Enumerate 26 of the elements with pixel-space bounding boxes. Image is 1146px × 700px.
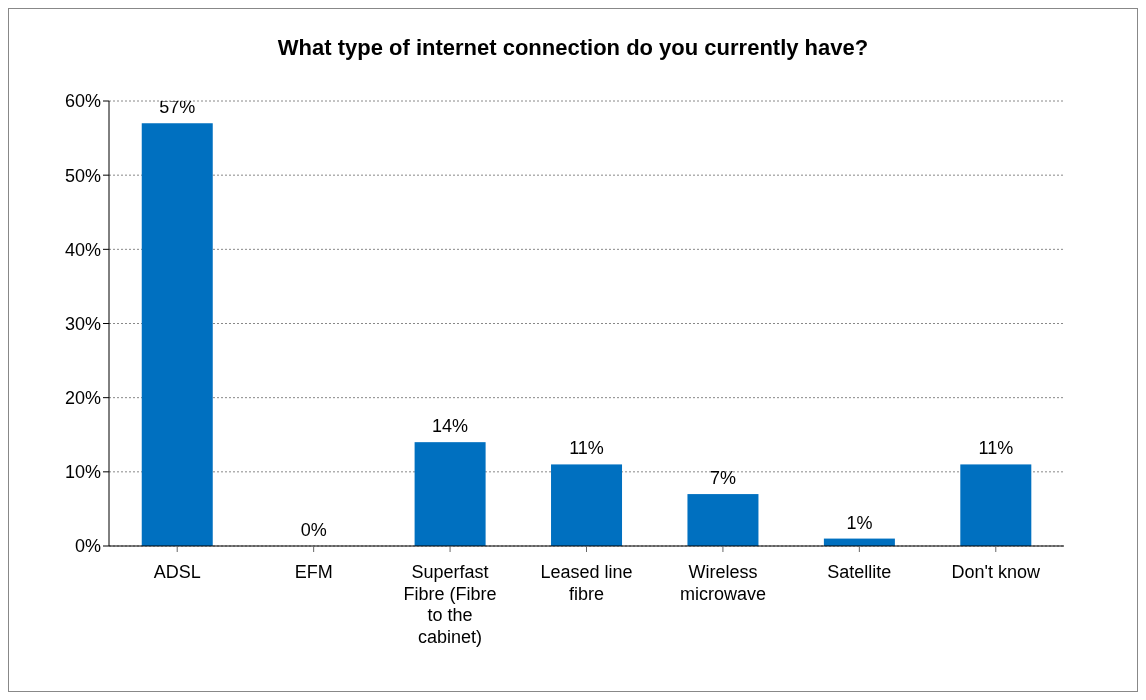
x-tick-label: EFM	[294, 562, 333, 583]
data-label: 0%	[300, 520, 327, 540]
data-label: 1%	[846, 512, 873, 533]
x-tick-label: Satellite	[827, 562, 892, 583]
bar	[141, 123, 213, 546]
x-tick-label: ADSL	[153, 562, 201, 583]
bar	[960, 464, 1032, 546]
x-tick-label: Superfast Fibre (Fibre to the cabinet)	[403, 562, 497, 647]
x-tick-label: Wireless microwave	[679, 562, 766, 604]
data-label: 11%	[569, 438, 604, 459]
y-tick-label: 60%	[64, 91, 101, 112]
y-tick-label: 40%	[64, 239, 101, 260]
bar	[551, 464, 623, 546]
y-tick-label: 10%	[64, 462, 101, 483]
chart-title: What type of internet connection do you currently have?	[276, 35, 870, 61]
y-tick-label: 20%	[64, 388, 101, 409]
bar	[414, 442, 486, 546]
x-tick-label: Don't know	[951, 562, 1042, 583]
bar	[687, 494, 759, 546]
data-label: 11%	[978, 438, 1014, 459]
y-tick-label: 0%	[74, 536, 101, 557]
data-label: 7%	[709, 468, 736, 489]
x-tick-label: Leased line fibre	[540, 562, 633, 604]
y-tick-label: 30%	[64, 313, 101, 334]
y-tick-label: 50%	[64, 165, 101, 186]
data-label: 14%	[432, 416, 469, 437]
